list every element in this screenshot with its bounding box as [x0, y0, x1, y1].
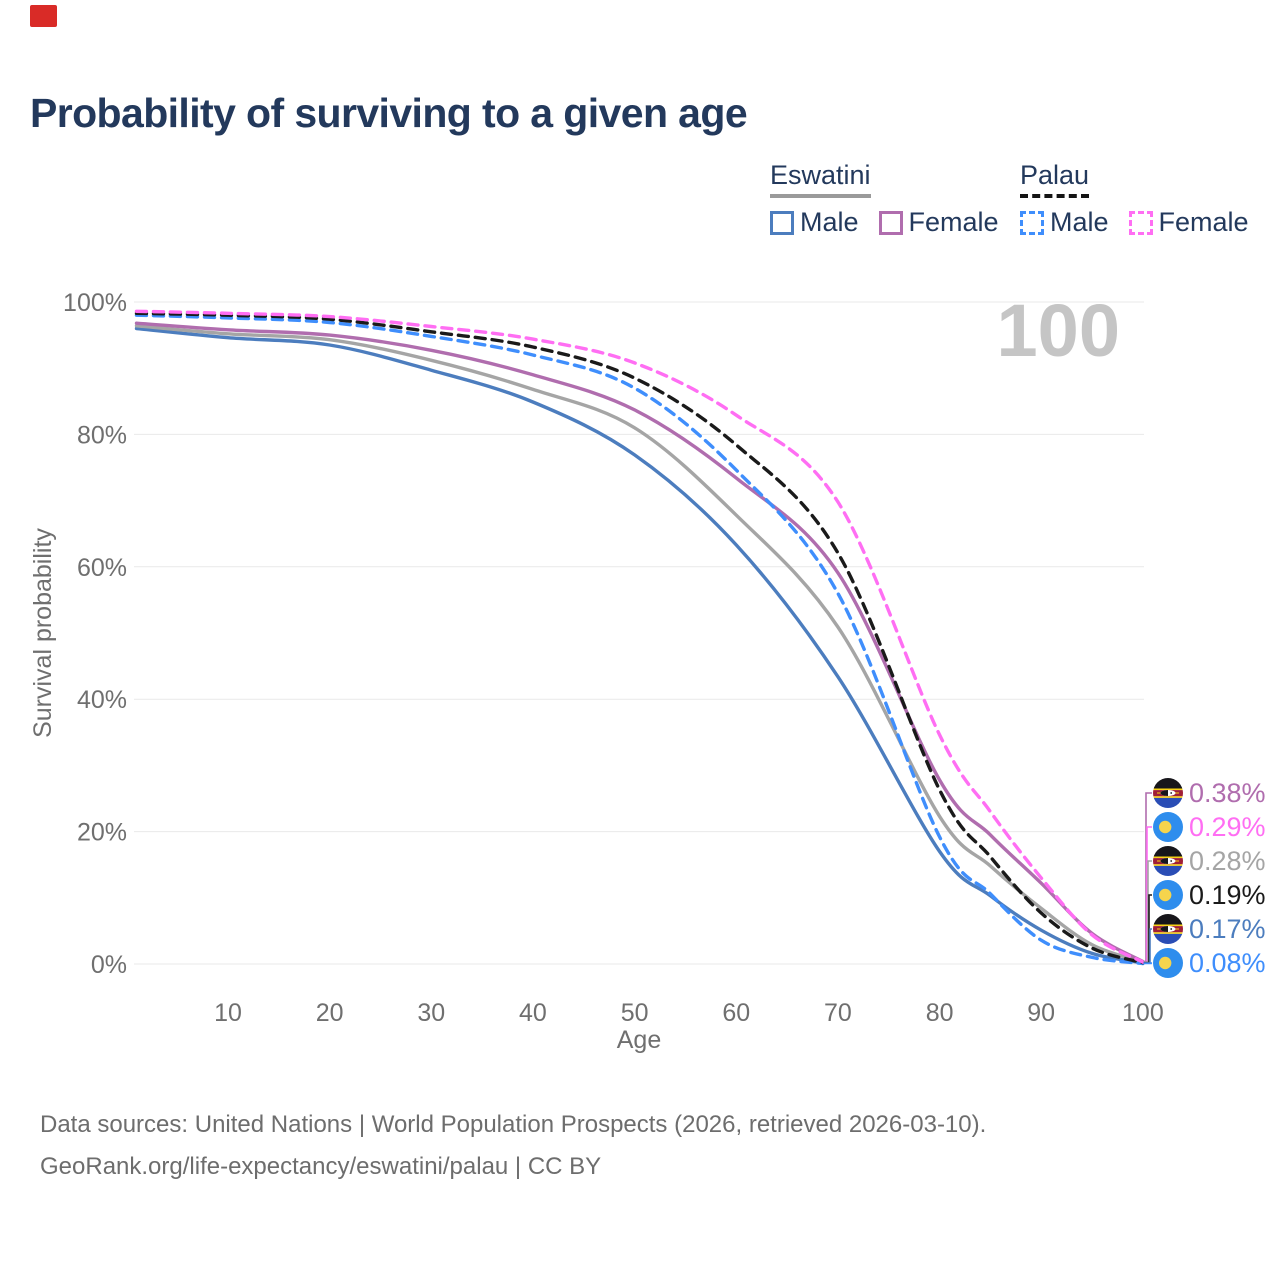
- legend-item-label: Male: [800, 207, 859, 237]
- legend-header-eswatini-label: Eswatini: [770, 160, 871, 198]
- y-tick-label: 80%: [77, 421, 127, 449]
- legend-group-eswatini: Eswatini Male Female: [770, 160, 999, 238]
- y-tick-label: 100%: [63, 289, 127, 317]
- line-eswatini-female[interactable]: [134, 321, 1145, 964]
- line-eswatini-male[interactable]: [134, 326, 1145, 965]
- x-tick-label: 90: [1027, 999, 1055, 1027]
- page-title: Probability of surviving to a given age: [30, 90, 748, 136]
- end-value-label-palau-male: 0.08%: [1189, 948, 1266, 978]
- legend-item-label: Female: [1158, 207, 1249, 237]
- eswatini-flag-icon: [1153, 914, 1183, 944]
- legend-item-palau-female[interactable]: Female: [1128, 207, 1249, 238]
- palau-flag-icon: [1153, 812, 1183, 842]
- line-palau-both[interactable]: [134, 311, 1145, 965]
- legend-item-palau-male[interactable]: Male: [1020, 207, 1109, 238]
- y-tick-label: 60%: [77, 554, 127, 582]
- x-tick-label: 100: [1122, 999, 1164, 1027]
- legend-header-palau[interactable]: Palau: [1020, 160, 1249, 198]
- legend-group-palau: Palau Male Female: [1020, 160, 1249, 238]
- legend-header-palau-label: Palau: [1020, 160, 1090, 198]
- legend-item-eswatini-female[interactable]: Female: [878, 207, 999, 238]
- footer-data-sources: Data sources: United Nations | World Pop…: [40, 1111, 987, 1138]
- eswatini-flag-icon: [1153, 778, 1183, 808]
- y-tick-label: 40%: [77, 686, 127, 714]
- palau-male-swatch-icon: [1020, 210, 1044, 235]
- end-value-label-palau-both: 0.19%: [1189, 880, 1266, 910]
- x-tick-label: 50: [621, 999, 649, 1027]
- y-tick-label: 20%: [77, 819, 127, 847]
- legend-item-label: Male: [1050, 207, 1109, 237]
- hovered-age-watermark: 100: [996, 289, 1120, 372]
- end-value-label-palau-female: 0.29%: [1189, 812, 1266, 842]
- legend-item-label: Female: [908, 207, 999, 237]
- end-value-label-eswatini-both: 0.28%: [1189, 846, 1266, 876]
- footer-attribution[interactable]: GeoRank.org/life-expectancy/eswatini/pal…: [40, 1153, 602, 1180]
- palau-female-swatch-icon: [1128, 210, 1153, 235]
- x-tick-label: 30: [417, 999, 445, 1027]
- x-tick-label: 80: [926, 999, 954, 1027]
- eswatini-flag-icon: [1153, 846, 1183, 876]
- end-label-connector: [1143, 962, 1152, 965]
- red-annotation-marker: [30, 5, 57, 27]
- x-tick-label: 10: [214, 999, 242, 1027]
- end-value-label-eswatini-male: 0.17%: [1189, 914, 1266, 944]
- x-tick-label: 60: [722, 999, 750, 1027]
- line-palau-male[interactable]: [134, 313, 1145, 966]
- eswatini-female-swatch-icon: [878, 210, 903, 235]
- legend-item-eswatini-male[interactable]: Male: [770, 207, 859, 238]
- x-tick-label: 20: [316, 999, 344, 1027]
- palau-flag-icon: [1153, 948, 1183, 978]
- eswatini-male-swatch-icon: [770, 210, 794, 235]
- x-axis-title: Age: [616, 1026, 662, 1054]
- line-palau-female[interactable]: [134, 309, 1145, 964]
- end-value-label-eswatini-female: 0.38%: [1189, 778, 1266, 808]
- footer: Data sources: United Nations | World Pop…: [40, 1104, 986, 1188]
- legend-header-eswatini[interactable]: Eswatini: [770, 160, 999, 198]
- x-tick-label: 70: [824, 999, 852, 1027]
- y-tick-label: 0%: [91, 951, 127, 979]
- x-tick-label: 40: [519, 999, 547, 1027]
- palau-flag-icon: [1153, 880, 1183, 910]
- y-axis-title: Survival probability: [29, 528, 57, 738]
- line-eswatini-both[interactable]: [134, 324, 1145, 964]
